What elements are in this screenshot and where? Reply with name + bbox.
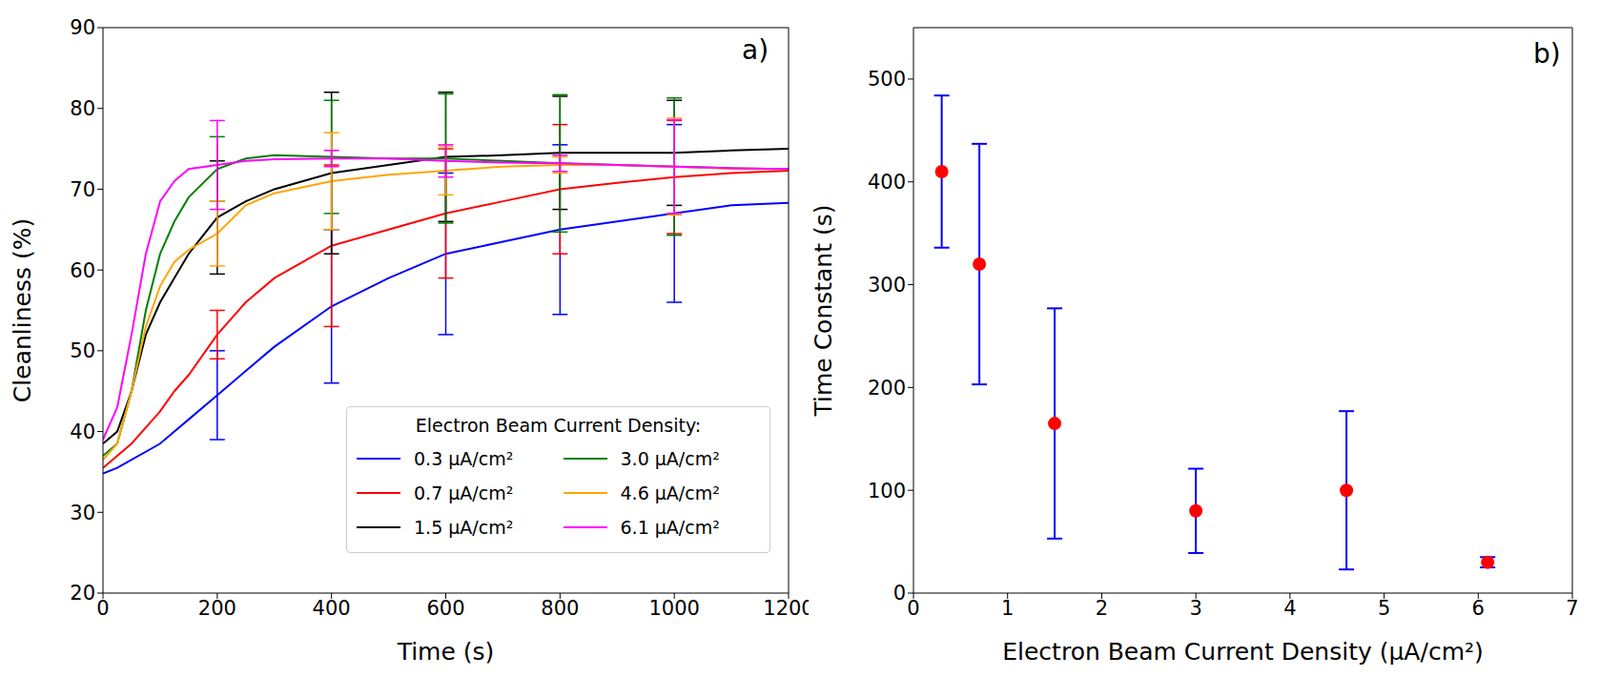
svg-text:80: 80 [69,97,96,121]
html-text:b): b) [1533,38,1561,70]
svg-text:0: 0 [893,581,906,605]
svg-text:4: 4 [1283,596,1296,620]
svg-text:40: 40 [69,420,96,444]
html-text:0.7 μA/cm²: 0.7 μA/cm² [413,482,514,504]
svg-text:5: 5 [1377,596,1391,620]
html-text:Electron Beam Current Density:: Electron Beam Current Density: [415,414,702,436]
svg-text:200: 200 [198,596,237,620]
svg-text:2: 2 [1095,596,1108,620]
svg-text:3: 3 [1189,596,1202,620]
svg-text:1200: 1200 [762,596,809,620]
html-text:a): a) [741,34,769,66]
svg-text:500: 500 [867,67,906,91]
svg-text:600: 600 [426,596,465,620]
svg-text:70: 70 [69,178,96,202]
svg-text:6: 6 [1472,596,1485,620]
svg-text:0: 0 [906,596,920,620]
html-text:1.5 μA/cm²: 1.5 μA/cm² [413,516,514,538]
svg-text:90: 90 [69,16,96,40]
svg-text:800: 800 [540,596,579,620]
svg-text:200: 200 [867,376,906,400]
svg-text:1000: 1000 [648,596,699,620]
svg-text:Time Constant (s): Time Constant (s) [809,205,838,418]
svg-text:Electron Beam Current Density: Electron Beam Current Density (μA/cm²) [1002,637,1484,666]
svg-text:300: 300 [867,273,906,297]
svg-text:400: 400 [867,170,906,194]
svg-text:1: 1 [1001,596,1014,620]
html-text:3.0 μA/cm²: 3.0 μA/cm² [620,448,720,470]
svg-text:100: 100 [867,479,906,503]
svg-text:50: 50 [69,339,96,363]
svg-text:400: 400 [312,596,351,620]
svg-text:30: 30 [69,501,96,525]
svg-text:Cleanliness (%): Cleanliness (%) [8,218,37,403]
svg-text:7: 7 [1565,596,1579,620]
svg-text:Time (s): Time (s) [396,637,495,666]
svg-text:20: 20 [69,581,96,605]
svg-text:60: 60 [69,259,96,283]
html-text:4.6 μA/cm²: 4.6 μA/cm² [620,482,720,504]
svg-text:0: 0 [96,596,109,620]
html-text:0.3 μA/cm²: 0.3 μA/cm² [413,448,514,470]
html-text:6.1 μA/cm²: 6.1 μA/cm² [620,516,720,538]
